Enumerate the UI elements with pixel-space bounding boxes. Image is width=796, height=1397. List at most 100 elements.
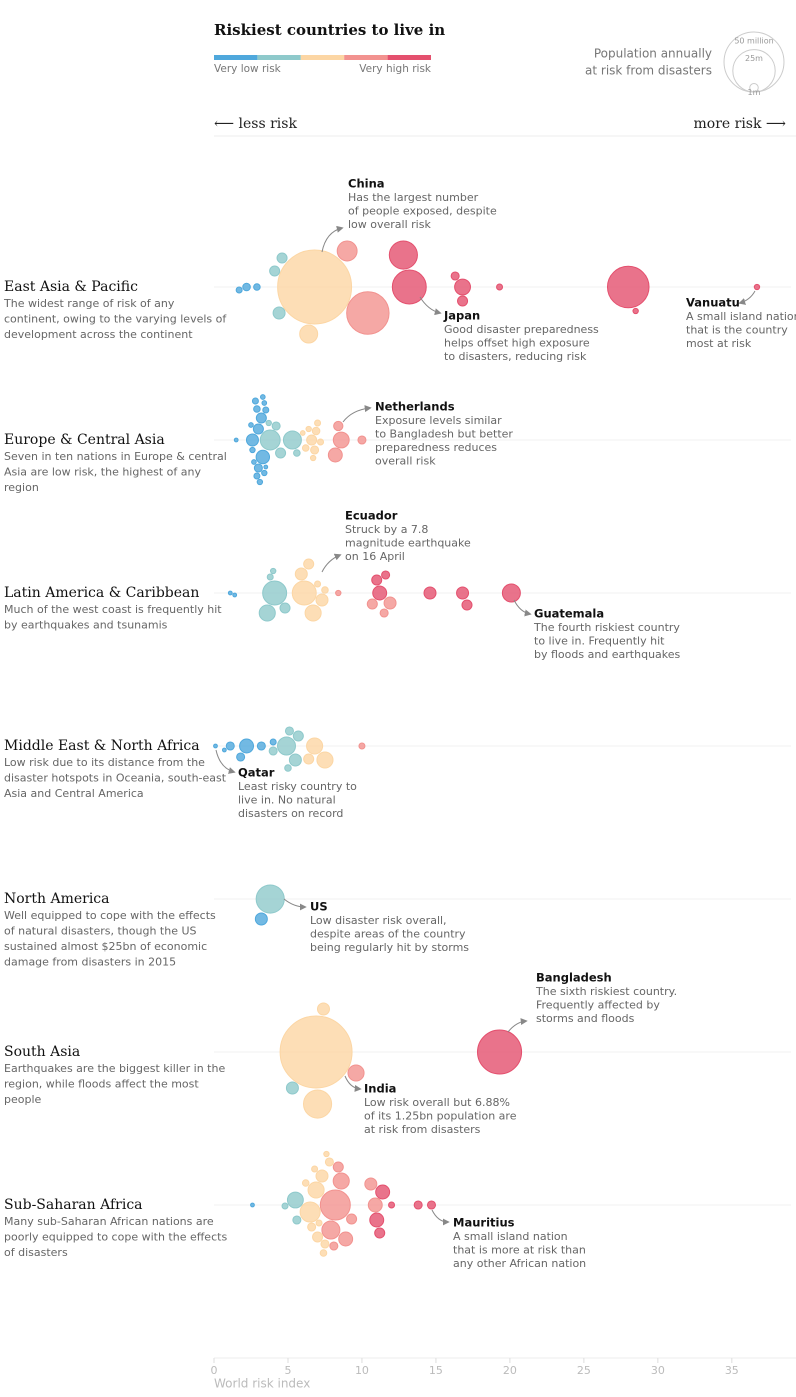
- annotation-text: Struck by a 7.8: [345, 523, 428, 536]
- country-bubble: [319, 1249, 328, 1257]
- annotation-arrow: [431, 1209, 450, 1226]
- annotation-text: that is more at risk than: [453, 1244, 586, 1257]
- scale-low-label: Very low risk: [214, 63, 282, 75]
- annotation-title: Bangladesh: [536, 971, 612, 985]
- country-bubble: [232, 592, 238, 598]
- annotation-title: Mauritius: [453, 1216, 515, 1230]
- country-bubble: [249, 446, 256, 454]
- country-bubble: [423, 586, 437, 600]
- country-bubble: [321, 586, 329, 594]
- annotation-text: any other African nation: [453, 1257, 586, 1270]
- country-bubble: [275, 447, 287, 459]
- country-bubble: [284, 764, 292, 772]
- country-bubble: [233, 437, 239, 443]
- country-bubble: [259, 429, 281, 451]
- size-legend-title: at risk from disasters: [585, 64, 712, 78]
- more-risk-label: more risk ⟶: [694, 116, 787, 132]
- country-bubble: [316, 751, 334, 769]
- country-bubble: [213, 743, 218, 749]
- country-bubble: [285, 1081, 299, 1095]
- country-bubble: [305, 425, 312, 433]
- region-name: South Asia: [4, 1044, 80, 1060]
- country-bubble: [299, 430, 306, 436]
- country-bubble: [254, 912, 268, 926]
- country-bubble: [256, 478, 264, 486]
- country-bubble: [375, 1184, 391, 1200]
- annotation-title: US: [310, 900, 328, 914]
- country-bubble: [323, 1150, 330, 1158]
- country-bubble: [388, 1201, 396, 1209]
- annotation-text: of its 1.25bn population are: [364, 1110, 517, 1123]
- region-description: Well equipped to cope with the effects: [4, 909, 216, 922]
- country-bubble: [255, 412, 267, 424]
- country-bubble: [477, 1029, 523, 1075]
- annotation-text: to live in. Frequently hit: [534, 635, 665, 648]
- country-bubble: [255, 884, 285, 914]
- country-bubble: [332, 1161, 344, 1173]
- x-tick-label: 5: [284, 1364, 291, 1377]
- country-bubble: [335, 589, 342, 597]
- annotation-text: A small island nation: [686, 310, 796, 323]
- country-bubble: [346, 1213, 358, 1225]
- region-description: Earthquakes are the biggest killer in th…: [4, 1062, 225, 1075]
- annotation-arrow: [344, 1075, 362, 1092]
- region-name: Middle East & North Africa: [4, 738, 200, 754]
- region-description: of natural disasters, though the US: [4, 925, 197, 938]
- country-bubble: [324, 1157, 334, 1167]
- country-bubble: [261, 400, 268, 406]
- country-bubble: [307, 1181, 325, 1199]
- country-bubble: [221, 747, 227, 753]
- country-bubble: [265, 419, 272, 427]
- country-bubble: [606, 265, 650, 309]
- annotation-arrow: [342, 405, 372, 423]
- scale-swatch: [257, 55, 301, 60]
- country-bubble: [312, 1231, 324, 1243]
- country-bubble: [316, 1002, 330, 1016]
- country-bubble: [288, 753, 302, 767]
- country-bubble: [381, 570, 391, 580]
- country-bubble: [317, 438, 325, 446]
- country-bubble: [263, 464, 269, 470]
- region-description: Low risk due to its distance from the: [4, 756, 205, 769]
- country-bubble: [235, 286, 243, 294]
- country-bubble: [251, 397, 259, 405]
- country-bubble: [279, 1015, 353, 1089]
- x-axis-title: World risk index: [214, 1377, 310, 1391]
- country-bubble: [501, 583, 521, 603]
- annotation-text: Low disaster risk overall,: [310, 914, 447, 927]
- annotation-title: Netherlands: [375, 400, 455, 414]
- country-bubble: [271, 421, 281, 431]
- country-bubble: [333, 420, 344, 432]
- country-bubble: [239, 738, 255, 754]
- country-bubble: [371, 574, 383, 586]
- x-tick-label: 0: [211, 1364, 218, 1377]
- annotation-text: by floods and earthquakes: [534, 648, 681, 661]
- country-bubble: [379, 608, 389, 618]
- annotation-text: magnitude earthquake: [345, 537, 471, 550]
- region-description: of disasters: [4, 1246, 68, 1259]
- annotation-text: Least risky country to: [238, 780, 357, 793]
- size-legend-circle: [749, 83, 759, 93]
- annotation-title: India: [364, 1082, 396, 1096]
- country-bubble: [753, 283, 761, 291]
- country-bubble: [450, 271, 460, 281]
- region-description: development across the continent: [4, 328, 193, 341]
- region-description: by earthquakes and tsunamis: [4, 619, 168, 632]
- scale-high-label: Very high risk: [359, 63, 432, 75]
- country-bubble: [253, 283, 261, 291]
- region-name: Sub-Saharan Africa: [4, 1197, 143, 1213]
- annotation-text: live in. No natural: [238, 794, 336, 807]
- annotation-arrow: [507, 1018, 528, 1033]
- country-bubble: [299, 324, 319, 344]
- annotation-text: A small island nation: [453, 1230, 568, 1243]
- country-bubble: [357, 435, 367, 445]
- region-description: people: [4, 1093, 42, 1106]
- chart-title: Riskiest countries to live in: [214, 21, 445, 39]
- country-bubble: [262, 580, 288, 606]
- country-bubble: [457, 295, 469, 307]
- size-legend-label: 1m: [748, 88, 761, 97]
- region-description: continent, owing to the varying levels o…: [4, 313, 227, 326]
- country-bubble: [372, 585, 388, 601]
- annotation-arrow: [321, 225, 344, 253]
- country-bubble: [303, 1089, 333, 1119]
